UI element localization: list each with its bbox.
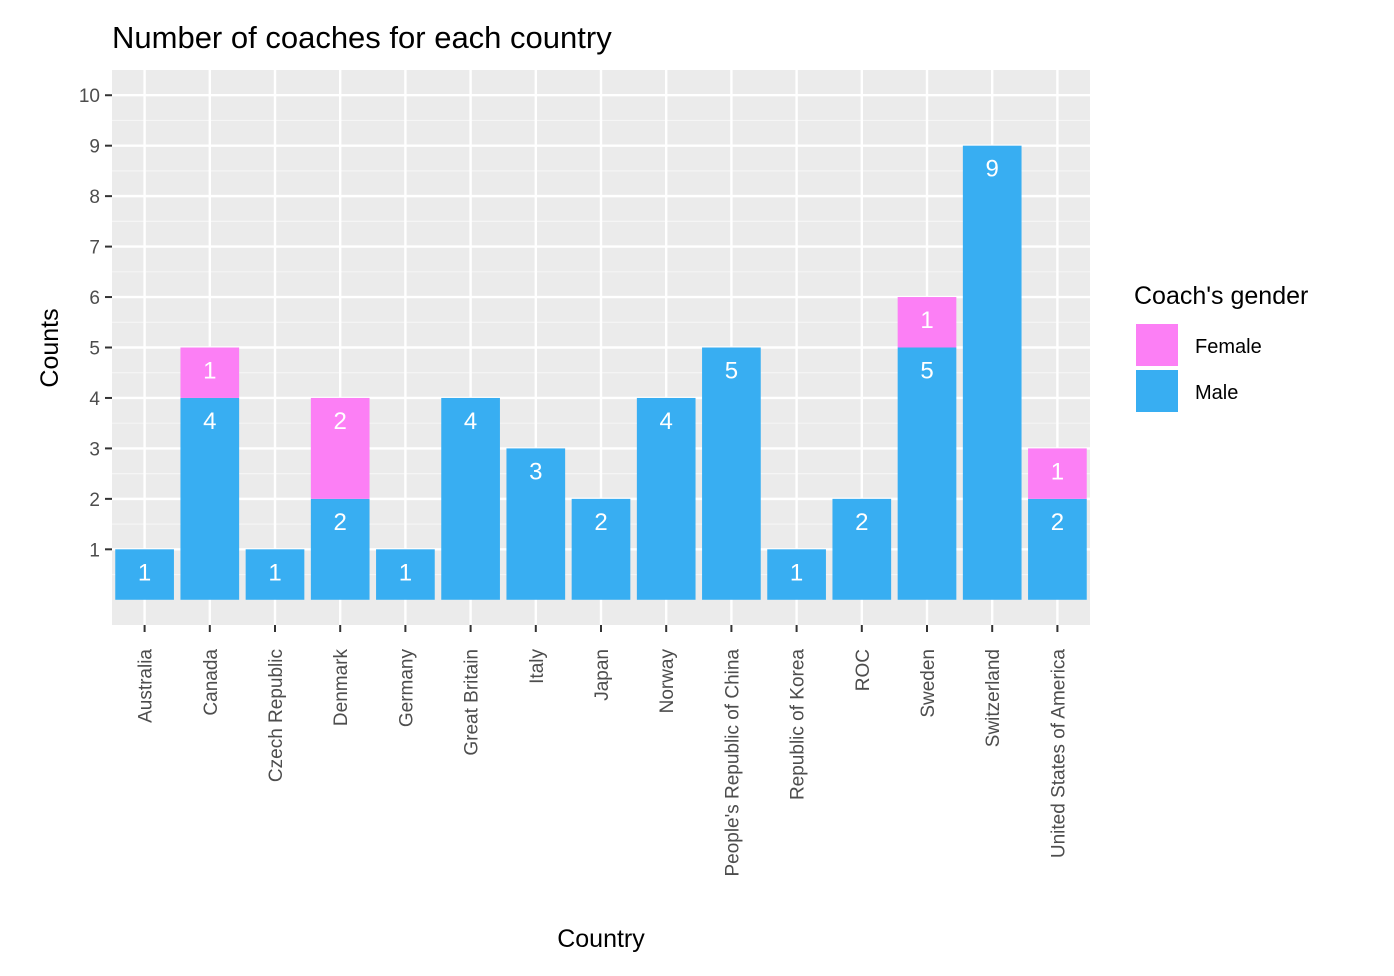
bar-value-label: 1 [399,559,412,586]
bar-male [245,549,305,600]
bar-value-label: 1 [138,559,151,586]
bar-value-label: 1 [920,307,933,334]
bar-male [506,448,566,600]
bar-value-label: 1 [790,559,803,586]
bar-value-label: 2 [1051,509,1064,536]
bar-male [115,549,174,600]
chart-title: Number of coaches for each country [112,20,612,55]
x-tick-label: Germany [396,649,417,728]
bar-male [310,498,370,600]
bar-male [636,397,696,600]
bar-male [571,498,631,600]
bar-female [180,347,240,398]
bar-value-label: 4 [660,408,673,435]
x-tick-label: Switzerland [983,649,1004,747]
bar-male [180,397,240,600]
y-tick-label: 6 [89,288,100,309]
bar-value-label: 1 [1051,458,1064,485]
x-tick-label: ROC [853,649,874,691]
bar-female [1028,448,1087,499]
bar-value-label: 1 [203,358,216,385]
bar-value-label: 4 [464,408,477,435]
y-tick-label: 5 [89,339,100,360]
bar-value-label: 4 [203,408,216,435]
bar-value-label: 5 [725,358,738,385]
bar-female [310,397,370,499]
legend-swatch-female [1136,324,1178,366]
y-axis: 1 2 3 4 5 6 7 8 9 10 [79,86,112,561]
bar-male [962,145,1022,600]
bar-value-label: 2 [334,408,347,435]
x-axis: Australia Canada Czech Republic Denmark Germ… [136,625,1069,877]
y-tick-label: 2 [89,490,100,511]
y-tick-label: 9 [89,137,100,158]
bar-male [702,347,761,600]
legend-label-male: Male [1195,382,1238,404]
bar-value-label: 9 [986,156,999,183]
x-tick-label: Czech Republic [266,649,287,782]
bar-male [767,549,826,600]
bar-male [441,397,500,600]
x-tick-label: Denmark [331,649,352,727]
x-tick-label: Sweden [918,649,939,718]
y-tick-label: 7 [89,238,100,259]
x-tick-label: Republic of Korea [788,649,809,800]
bar-value-label: 1 [268,559,281,586]
bar-male [1028,498,1087,600]
bar-value-label: 2 [855,509,868,536]
bar-labels: 1 4 1 2 1 4 3 2 4 5 1 2 5 9 2 1 2 1 1 [138,156,1064,587]
y-tick-label: 1 [89,540,100,561]
x-tick-label: Italy [527,649,548,684]
y-axis-title: Counts [36,308,64,387]
bar-male [897,347,957,600]
legend-title: Coach's gender [1134,282,1308,310]
x-tick-label: Canada [201,649,222,716]
bar-value-label: 2 [594,509,607,536]
x-axis-title: Country [557,925,645,953]
legend-swatch-male [1136,370,1178,412]
bar-male [376,549,435,600]
bar-value-label: 5 [920,358,933,385]
x-tick-label: United States of America [1048,649,1069,859]
legend: Coach's gender Female Male [1134,282,1308,412]
bar-value-label: 3 [529,458,542,485]
x-tick-label: Norway [657,649,678,714]
bar-value-label: 2 [334,509,347,536]
y-tick-label: 3 [89,439,100,460]
y-tick-label: 4 [89,389,100,410]
y-tick-label: 10 [79,86,100,107]
bars [115,145,1087,600]
x-tick-label: People's Republic of China [722,649,743,877]
x-tick-label: Great Britain [462,649,483,756]
y-tick-label: 8 [89,187,100,208]
x-tick-label: Australia [136,649,157,723]
bar-male [832,498,892,600]
bar-female [897,297,957,348]
x-tick-label: Japan [592,649,613,701]
legend-label-female: Female [1195,336,1262,358]
